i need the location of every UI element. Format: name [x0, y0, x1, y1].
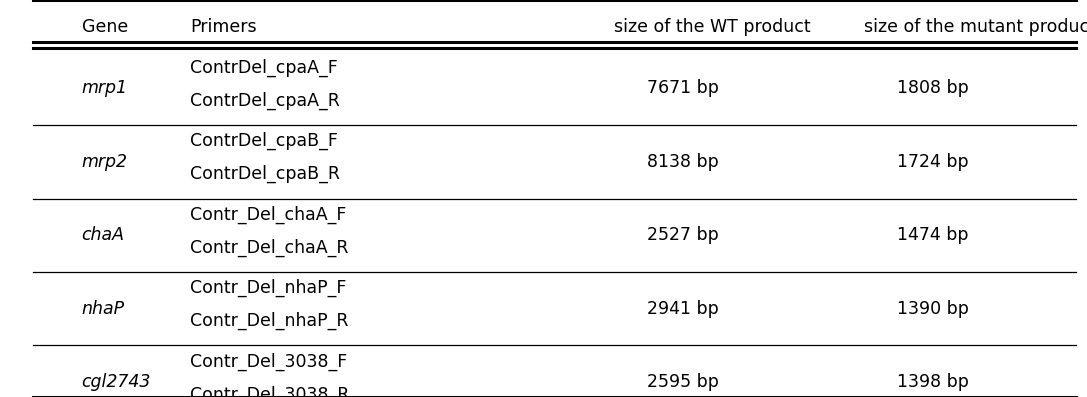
Text: 2941 bp: 2941 bp — [647, 300, 719, 318]
Text: 2527 bp: 2527 bp — [647, 226, 719, 244]
Text: cgl2743: cgl2743 — [82, 373, 151, 391]
Text: Contr_Del_3038_R: Contr_Del_3038_R — [190, 385, 350, 397]
Text: ContrDel_cpaA_R: ContrDel_cpaA_R — [190, 92, 340, 110]
Text: 2595 bp: 2595 bp — [647, 373, 719, 391]
Text: chaA: chaA — [82, 226, 125, 244]
Text: mrp1: mrp1 — [82, 79, 127, 97]
Text: Contr_Del_3038_F: Contr_Del_3038_F — [190, 353, 348, 371]
Text: 1390 bp: 1390 bp — [897, 300, 969, 318]
Text: Contr_Del_nhaP_F: Contr_Del_nhaP_F — [190, 279, 347, 297]
Text: Gene: Gene — [82, 18, 128, 36]
Text: size of the WT product: size of the WT product — [614, 18, 811, 36]
Text: Primers: Primers — [190, 18, 257, 36]
Text: 1808 bp: 1808 bp — [897, 79, 969, 97]
Text: Contr_Del_nhaP_R: Contr_Del_nhaP_R — [190, 312, 349, 330]
Text: 1724 bp: 1724 bp — [897, 153, 969, 171]
Text: ContrDel_cpaB_F: ContrDel_cpaB_F — [190, 132, 338, 150]
Text: 1398 bp: 1398 bp — [897, 373, 969, 391]
Text: nhaP: nhaP — [82, 300, 125, 318]
Text: 8138 bp: 8138 bp — [647, 153, 719, 171]
Text: 1474 bp: 1474 bp — [897, 226, 969, 244]
Text: ContrDel_cpaA_F: ContrDel_cpaA_F — [190, 59, 338, 77]
Text: Contr_Del_chaA_F: Contr_Del_chaA_F — [190, 206, 347, 224]
Text: ContrDel_cpaB_R: ContrDel_cpaB_R — [190, 165, 340, 183]
Text: Contr_Del_chaA_R: Contr_Del_chaA_R — [190, 239, 349, 257]
Text: 7671 bp: 7671 bp — [647, 79, 719, 97]
Text: size of the mutant product: size of the mutant product — [864, 18, 1087, 36]
Text: mrp2: mrp2 — [82, 153, 127, 171]
